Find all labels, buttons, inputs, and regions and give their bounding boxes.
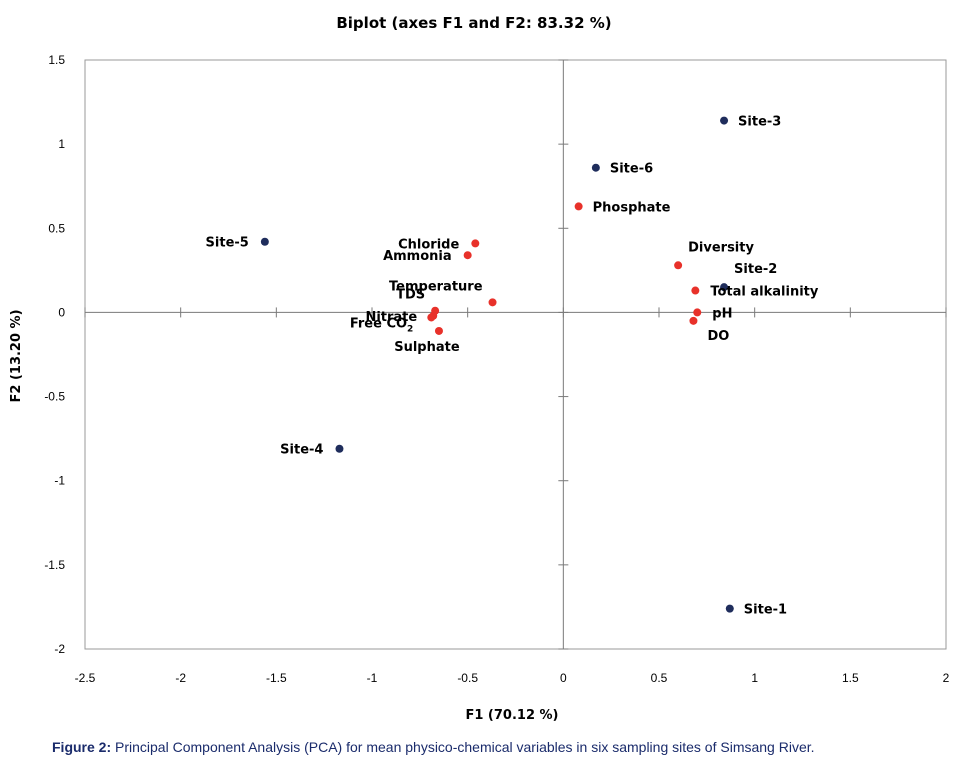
x-axis-title: F1 (70.12 %): [465, 708, 558, 723]
x-tick-label: -1: [367, 671, 378, 685]
label-phosphate: Phosphate: [593, 200, 671, 215]
y-tick-label: 0.5: [48, 221, 65, 235]
label-site-2: Site-2: [734, 262, 777, 277]
point-chloride: [471, 239, 480, 248]
y-tick-label: -2: [54, 642, 65, 656]
point-ammonia: [463, 251, 472, 260]
y-tick-label: 1.5: [48, 53, 65, 67]
label-site-6: Site-6: [610, 162, 653, 177]
x-tick-label: 0.5: [651, 671, 668, 685]
point-do: [689, 316, 698, 325]
y-tick-label: 0: [58, 305, 65, 319]
x-tick-label: -0.5: [457, 671, 478, 685]
label-site-4: Site-4: [280, 443, 323, 458]
x-tick-label: 1.5: [842, 671, 859, 685]
point-site-5: [260, 237, 269, 246]
figure-caption-prefix: Figure 2:: [52, 739, 112, 755]
point-phosphate: [574, 202, 583, 211]
label-tds: TDS: [396, 288, 425, 303]
y-tick-label: 1: [58, 137, 65, 151]
point-sulphate: [434, 326, 443, 335]
label-total-alkalinity: Total alkalinity: [710, 285, 819, 300]
label-sulphate: Sulphate: [394, 340, 460, 355]
y-tick-label: -1.5: [44, 558, 65, 572]
x-tick-label: -2: [175, 671, 186, 685]
point-ph: [693, 308, 702, 317]
point-site-2: [720, 283, 729, 292]
x-axis-ticks: -2.5 -2 -1.5 -1 -0.5 0 0.5 1 1.5 2: [75, 307, 950, 685]
figure-caption: Figure 2: Principal Component Analysis (…: [52, 739, 815, 755]
x-tick-label: -2.5: [75, 671, 96, 685]
label-free-co: Free CO2: [350, 316, 413, 334]
data-points: Site-1 Site-2 Site-3 Site-4 Site-5 Site-6 Phos…: [206, 115, 819, 618]
y-tick-label: -0.5: [44, 390, 65, 404]
x-tick-label: 2: [943, 671, 950, 685]
label-ph: pH: [712, 306, 732, 321]
y-axis-ticks: -2 -1.5 -1 -0.5 0 0.5 1 1.5: [44, 53, 569, 656]
label-ammonia: Ammonia: [383, 249, 452, 264]
label-site-3: Site-3: [738, 115, 781, 130]
point-total-alkalinity: [691, 286, 700, 295]
label-nitrate: Nitrate: [365, 310, 417, 325]
label-site-5: Site-5: [206, 236, 249, 251]
figure-caption-text: Principal Component Analysis (PCA) for m…: [111, 739, 815, 755]
label-do: DO: [707, 329, 729, 344]
label-temperature: Temperature: [389, 279, 483, 294]
point-site-3: [720, 116, 729, 125]
point-free-co: [427, 313, 436, 322]
pca-biplot: -2.5 -2 -1.5 -1 -0.5 0 0.5 1 1.5 2 -2 -1.5 -1 -0.5 0 0…: [9, 14, 950, 723]
point-site-1: [725, 604, 734, 613]
point-temperature: [488, 298, 497, 307]
y-tick-label: -1: [54, 474, 65, 488]
label-site-1: Site-1: [744, 603, 787, 618]
x-tick-label: 0: [560, 671, 567, 685]
chart-title: Biplot (axes F1 and F2: 83.32 %): [336, 14, 611, 32]
point-diversity: [674, 261, 683, 270]
point-site-6: [591, 163, 600, 172]
y-axis-title: F2 (13.20 %): [9, 309, 24, 402]
plot-area-frame: [84, 59, 947, 650]
point-site-4: [335, 444, 344, 453]
label-chloride: Chloride: [398, 237, 459, 252]
label-diversity: Diversity: [688, 240, 754, 255]
x-tick-label: 1: [751, 671, 758, 685]
x-tick-label: -1.5: [266, 671, 287, 685]
